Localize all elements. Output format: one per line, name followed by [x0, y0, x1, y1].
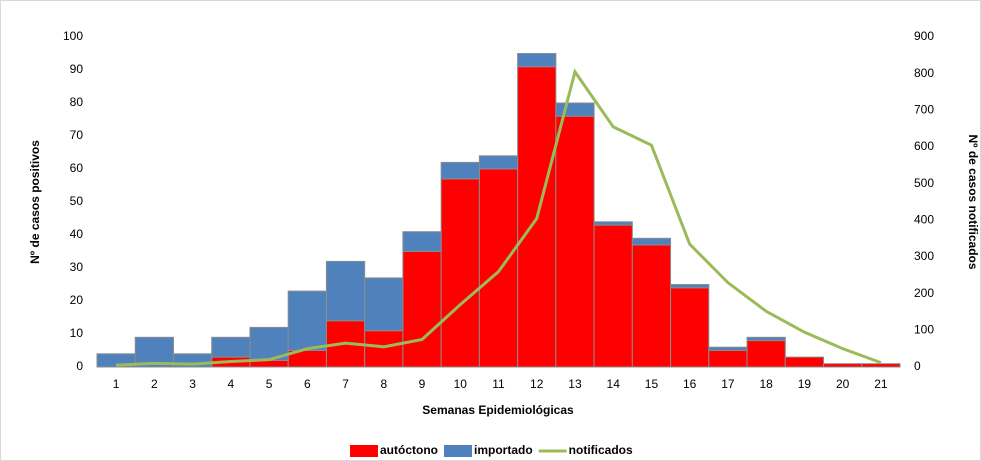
- legend-swatch: [350, 445, 378, 457]
- x-tick-label: 9: [419, 377, 426, 391]
- y-tick-label: 60: [70, 161, 84, 175]
- x-axis-label: Semanas Epidemiológicas: [422, 403, 574, 417]
- bar-segment: [325, 260, 366, 322]
- x-tick-label: 19: [798, 377, 812, 391]
- bar-segment: [555, 102, 595, 117]
- x-tick-label: 8: [380, 377, 387, 391]
- y-tick-label: 40: [70, 227, 84, 241]
- y-tick-label: 30: [70, 260, 84, 274]
- x-tick-label: 16: [683, 377, 697, 391]
- bar-segment: [517, 53, 557, 68]
- bar-segment: [364, 277, 404, 332]
- x-tick-label: 10: [454, 377, 468, 391]
- y-tick-label: 50: [70, 194, 84, 208]
- y2-tick-label: 600: [914, 139, 934, 153]
- bar-segment: [478, 168, 519, 368]
- legend-label: notificados: [569, 443, 633, 457]
- x-tick-label: 11: [492, 377, 505, 391]
- y-tick-label: 0: [76, 359, 83, 373]
- x-tick-label: 18: [759, 377, 773, 391]
- x-tick-label: 5: [266, 377, 273, 391]
- x-tick-label: 21: [874, 377, 888, 391]
- y2-tick-label: 0: [914, 359, 921, 373]
- bar-segment: [402, 251, 442, 368]
- y2-tick-label: 100: [914, 323, 934, 337]
- bar-segment: [746, 336, 786, 342]
- bar-segment: [364, 330, 404, 368]
- bar-segment: [631, 237, 672, 246]
- y2-tick-label: 900: [914, 29, 934, 43]
- bar-segment: [402, 231, 442, 252]
- y2-tick-label: 700: [914, 103, 934, 117]
- x-tick-label: 12: [530, 377, 544, 391]
- bar-segment: [478, 155, 519, 170]
- y2-tick-label: 400: [914, 213, 934, 227]
- y2-tick-label: 500: [914, 176, 934, 190]
- line: [116, 68, 882, 367]
- y-axis-label: Nº de casos positivos: [28, 140, 42, 264]
- y-tick-label: 90: [70, 62, 84, 76]
- x-tick-label: 1: [113, 377, 120, 391]
- bar-segment: [746, 340, 786, 368]
- legend-label: importado: [474, 443, 533, 457]
- y-tick-label: 70: [70, 128, 84, 142]
- x-tick-label: 15: [645, 377, 659, 391]
- y2-tick-label: 200: [914, 286, 934, 300]
- x-tick-label: 3: [189, 377, 196, 391]
- y-tick-label: 10: [70, 326, 84, 340]
- y-tick-label: 80: [70, 95, 84, 109]
- bar-segment: [708, 346, 748, 352]
- legend-label: autóctono: [380, 443, 438, 457]
- x-tick-label: 7: [342, 377, 349, 391]
- bar-segment: [670, 284, 710, 289]
- x-tick-label: 14: [607, 377, 621, 391]
- bar-segment: [708, 350, 748, 368]
- bar-segment: [670, 287, 710, 368]
- y2-tick-label: 300: [914, 249, 934, 263]
- bar-segment: [631, 244, 672, 368]
- y-tick-label: 100: [63, 29, 83, 43]
- x-tick-label: 4: [227, 377, 234, 391]
- bar-segment: [440, 161, 480, 180]
- legend-swatch: [444, 445, 472, 457]
- x-tick-label: 17: [721, 377, 735, 391]
- x-tick-label: 2: [151, 377, 158, 391]
- bar-segment: [593, 221, 633, 226]
- bar-segment: [211, 336, 251, 358]
- bar-segment: [287, 290, 327, 352]
- y2-tick-label: 800: [914, 66, 934, 80]
- bar-segment: [784, 356, 825, 368]
- x-tick-label: 13: [568, 377, 582, 391]
- y-tick-label: 20: [70, 293, 84, 307]
- bar-segment: [440, 178, 480, 368]
- bar-segment: [555, 115, 595, 368]
- x-tick-label: 6: [304, 377, 311, 391]
- y2-axis-label: Nº de casos notificados: [966, 134, 980, 269]
- x-tick-label: 20: [836, 377, 850, 391]
- bar-segment: [593, 224, 633, 368]
